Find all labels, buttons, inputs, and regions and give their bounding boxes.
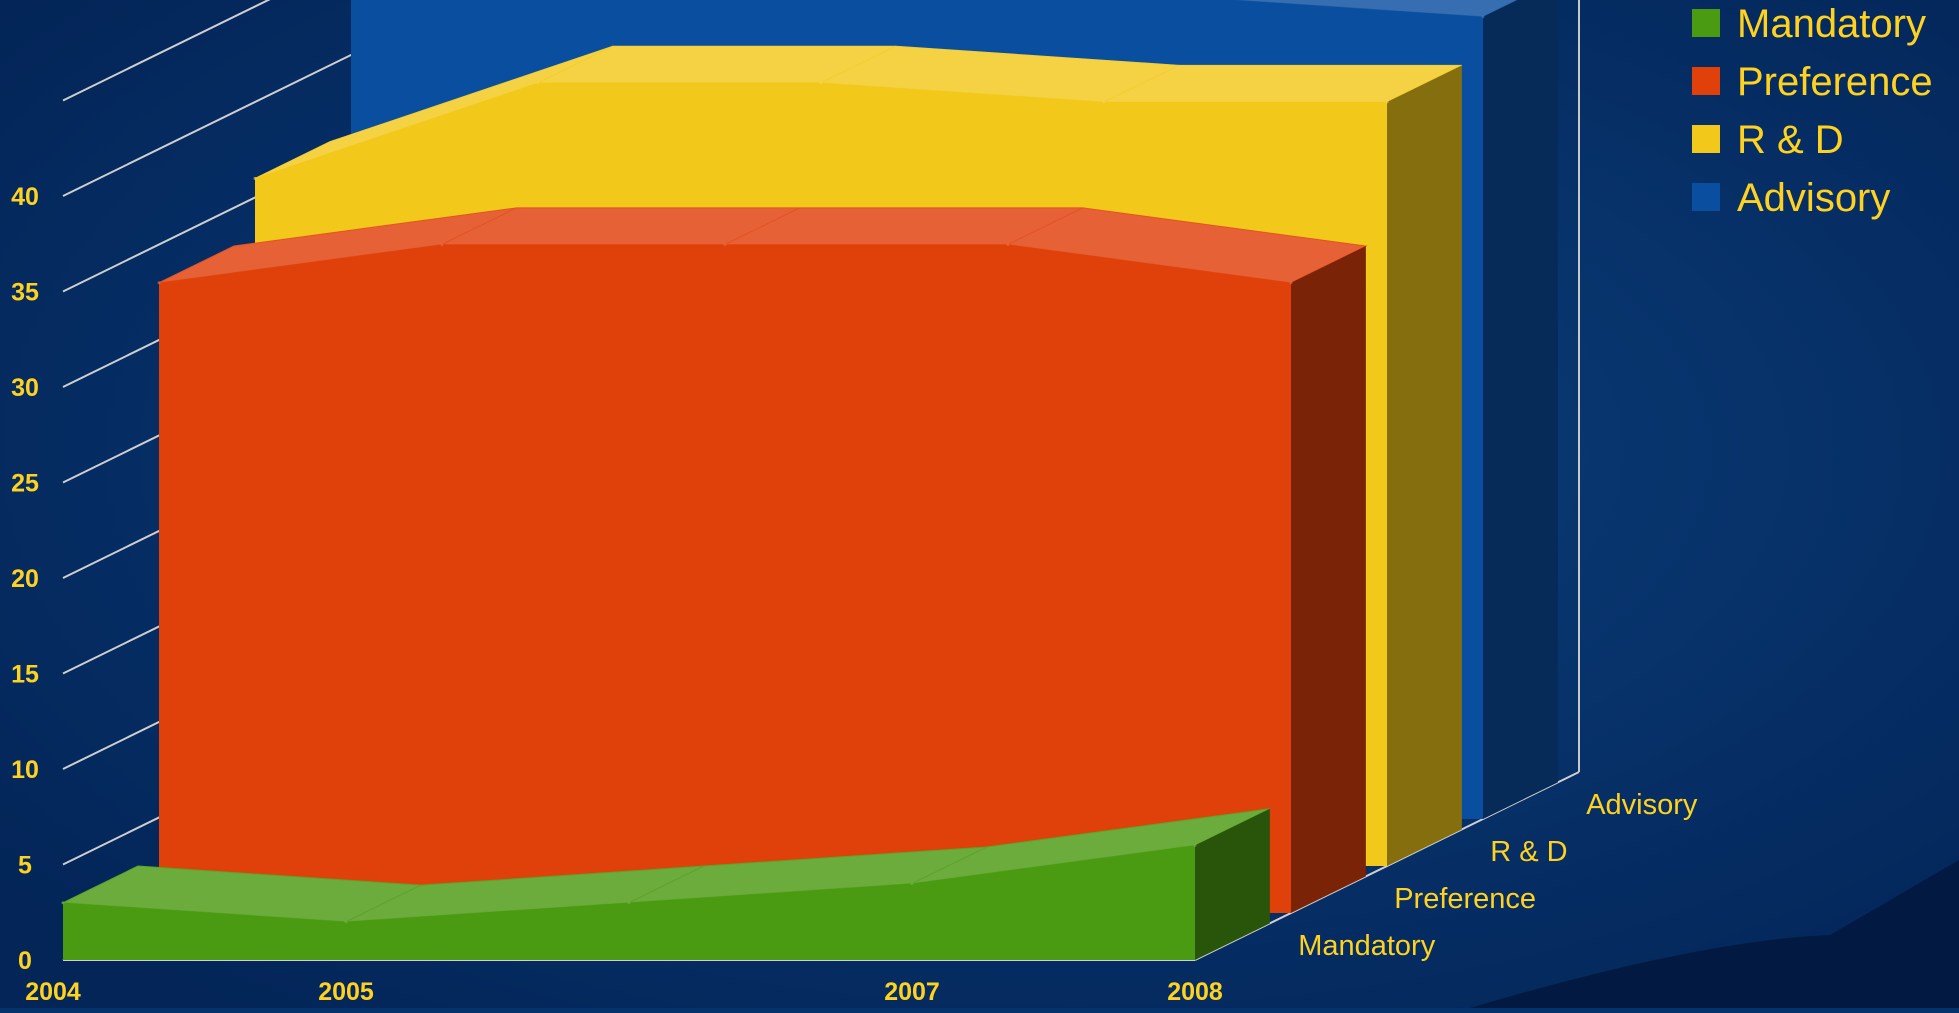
legend-swatch-mandatory (1692, 9, 1720, 37)
side-wall-top-edge (62, 0, 271, 102)
legend: Mandatory Preference R & D Advisory (1692, 2, 1933, 220)
series-advisory-point (1481, 15, 1485, 19)
axis-layer: 0 5 10 15 20 25 30 35 40 2004 2005 2007 2008 Mandator… (11, 183, 1698, 1006)
series-mandatory-point (910, 882, 914, 886)
series-mandatory (61, 808, 1271, 960)
series-r-d-point (1102, 100, 1106, 104)
depth-label-r-d: R & D (1490, 836, 1567, 868)
y-tick-label-30: 30 (11, 374, 39, 402)
y-tick-label-20: 20 (11, 565, 39, 593)
series-preference-front (159, 244, 1291, 913)
series-preference (157, 207, 1368, 914)
y-tick-label-35: 35 (11, 279, 39, 307)
y-tick-label-40: 40 (11, 183, 39, 211)
legend-label-mandatory: Mandatory (1737, 2, 1926, 46)
series-r-d-point (819, 81, 823, 85)
legend-label-preference: Preference (1737, 60, 1933, 104)
legend-label-r-d: R & D (1737, 118, 1844, 162)
background-swoosh (1470, 860, 1959, 1008)
series-mandatory-point (344, 920, 348, 924)
legend-swatch-r-d (1692, 125, 1720, 153)
legend-swatch-advisory (1692, 183, 1720, 211)
y-tick-label-10: 10 (11, 756, 39, 784)
series-preference-point (723, 243, 727, 246)
series-r-d-point (253, 176, 257, 180)
series-r-d-point (1385, 100, 1389, 104)
series-mandatory-point (627, 901, 631, 905)
y-tick-label-0: 0 (18, 947, 32, 975)
series-r-d-point (536, 81, 540, 85)
y-tick-label-15: 15 (11, 661, 39, 689)
series-preference-point (1006, 243, 1010, 246)
series-mandatory-point (61, 901, 65, 905)
x-tick-label-2008: 2008 (1167, 978, 1223, 1006)
series-mandatory-side (1195, 808, 1270, 960)
x-tick-label-2004: 2004 (25, 978, 81, 1006)
legend-label-advisory: Advisory (1737, 176, 1890, 220)
depth-label-mandatory: Mandatory (1298, 930, 1436, 962)
series-preference-point (1289, 281, 1293, 285)
series-r-d-side (1387, 65, 1462, 867)
series-advisory-side (1483, 0, 1558, 819)
depth-label-advisory: Advisory (1586, 789, 1698, 821)
series-mandatory-point (1193, 843, 1197, 847)
x-tick-label-2007: 2007 (884, 978, 940, 1006)
y-tick-label-5: 5 (18, 852, 32, 880)
series-preference-side (1291, 246, 1366, 914)
series-preference-point (440, 243, 444, 246)
series-preference-point (157, 281, 161, 285)
series-layer (61, 0, 1558, 960)
legend-swatch-preference (1692, 67, 1720, 95)
depth-label-preference: Preference (1394, 883, 1536, 915)
x-tick-label-2005: 2005 (318, 978, 374, 1006)
y-tick-label-25: 25 (11, 470, 39, 498)
